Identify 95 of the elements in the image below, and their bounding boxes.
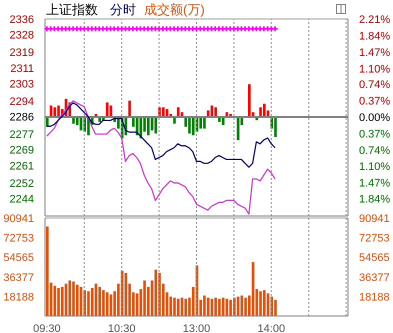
bar xyxy=(266,293,270,316)
chart-title: 上证指数 xyxy=(46,2,98,17)
x-tick-label: 10:30 xyxy=(108,322,136,333)
bar xyxy=(143,280,146,316)
bar xyxy=(158,272,161,316)
bar xyxy=(169,296,172,316)
bar xyxy=(87,291,90,316)
bar xyxy=(180,298,184,316)
x-tick-label: 13:00 xyxy=(182,322,210,333)
y-tick-label: 36377 xyxy=(3,272,34,284)
y-tick-label: 54565 xyxy=(3,252,34,264)
y2-tick-label: 1.84% xyxy=(359,194,390,206)
bar xyxy=(102,290,105,316)
y2-tick-label: 0.37% xyxy=(359,96,390,108)
bar xyxy=(72,282,75,316)
y2-tick-label: 18188 xyxy=(359,291,390,304)
y-tick-label: 2277 xyxy=(10,129,34,142)
y2-tick-label: 72753 xyxy=(359,232,390,245)
bar xyxy=(214,298,217,316)
y-tick-label: 2311 xyxy=(10,62,34,75)
bar xyxy=(106,292,108,316)
y-tick-label: 2328 xyxy=(10,30,34,42)
bar xyxy=(173,298,176,316)
y2-tick-label: 0.37% xyxy=(359,128,390,140)
x-tick-label: 09:30 xyxy=(33,322,61,333)
bar xyxy=(76,284,79,316)
bar xyxy=(53,286,56,316)
y-tick-label: 90941 xyxy=(3,213,34,225)
bar xyxy=(176,298,180,316)
y-tick-label: 2303 xyxy=(10,78,34,90)
y2-tick-label: 1.10% xyxy=(359,63,390,76)
bar xyxy=(274,300,277,316)
bar xyxy=(218,298,221,316)
y-tick-label: 2244 xyxy=(10,193,34,206)
bar xyxy=(57,288,60,316)
bar xyxy=(274,117,277,138)
bar xyxy=(50,106,52,118)
y-tick-label: 2319 xyxy=(10,47,34,60)
bar xyxy=(259,291,262,316)
bar xyxy=(90,288,94,316)
bar xyxy=(46,226,49,316)
bar xyxy=(64,284,68,316)
bar xyxy=(110,294,112,316)
bar xyxy=(80,286,82,316)
y2-tick-label: 0.74% xyxy=(359,144,390,157)
y2-tick-label: 90941 xyxy=(359,213,390,225)
bar xyxy=(94,284,98,316)
y-tick-label: 2269 xyxy=(10,144,34,157)
bar xyxy=(206,298,210,316)
y-tick-label: 18188 xyxy=(3,291,34,304)
y-tick-label: 2286 xyxy=(10,112,34,124)
y-tick-label: 2261 xyxy=(10,160,34,172)
bar xyxy=(222,298,224,316)
bar xyxy=(262,290,266,316)
y2-tick-label: 36377 xyxy=(359,272,390,284)
bar xyxy=(210,298,214,316)
text: 分时 xyxy=(110,2,136,17)
y-tick-label: 2294 xyxy=(10,96,34,108)
y-tick-label: 2336 xyxy=(10,14,34,26)
y2-tick-label: 0.74% xyxy=(359,79,390,92)
y-tick-label: 72753 xyxy=(3,232,34,245)
y2-tick-label: 54565 xyxy=(359,252,390,264)
bar xyxy=(248,84,251,118)
bar xyxy=(262,104,266,118)
bar xyxy=(98,286,101,316)
text: 成交额(万) xyxy=(144,2,205,17)
bar xyxy=(136,293,138,316)
y2-tick-label: 1.10% xyxy=(359,160,390,173)
bar xyxy=(244,298,247,316)
bar xyxy=(184,298,188,316)
bar xyxy=(229,300,232,316)
bar xyxy=(57,106,60,118)
bar xyxy=(80,117,82,130)
bar xyxy=(240,296,244,316)
line-series xyxy=(46,102,276,168)
bar xyxy=(68,280,72,316)
bar xyxy=(60,286,64,316)
bar xyxy=(128,100,131,118)
bar xyxy=(236,117,240,140)
y-tick-label: 2252 xyxy=(10,178,34,190)
bar xyxy=(203,296,206,316)
bar xyxy=(236,296,240,316)
y2-tick-label: 2.21% xyxy=(359,14,390,26)
bar xyxy=(226,298,228,316)
bar xyxy=(154,117,158,134)
bar xyxy=(124,272,128,316)
y2-tick-label: 1.47% xyxy=(359,177,390,190)
y2-tick-label: 1.47% xyxy=(359,46,390,59)
y2-tick-label: 0.00% xyxy=(359,112,390,124)
bar xyxy=(188,117,191,134)
bar xyxy=(252,262,254,316)
x-tick-label: 14:00 xyxy=(258,322,286,333)
y2-tick-label: 1.84% xyxy=(359,30,390,42)
line-series xyxy=(46,100,276,215)
bar xyxy=(154,270,158,316)
